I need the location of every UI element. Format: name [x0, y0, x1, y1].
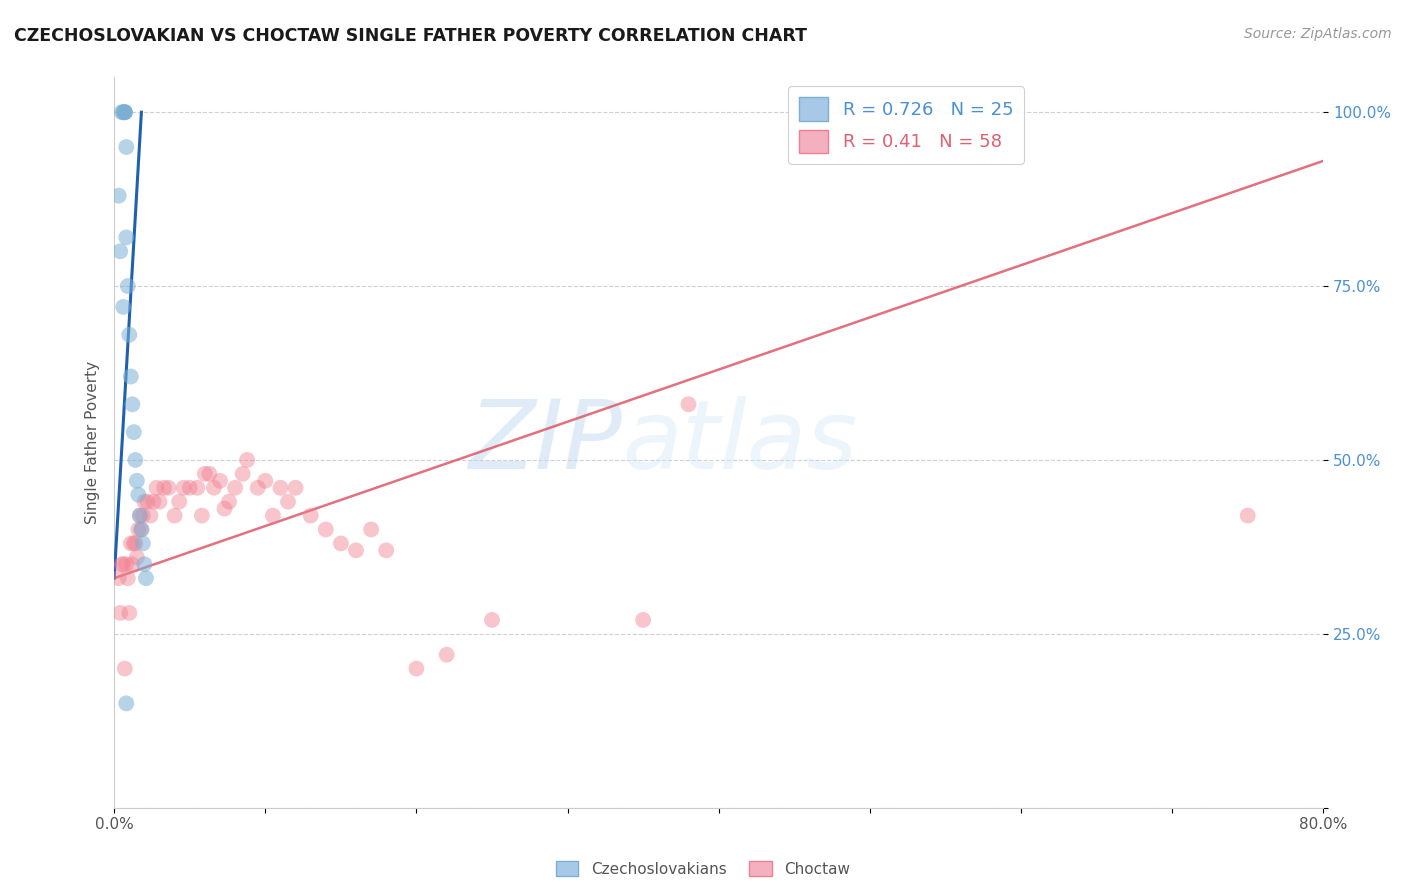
Point [145, 481, 167, 495]
Point [114, 105, 136, 120]
Point [214, 501, 236, 516]
Point [218, 494, 240, 508]
Text: Source: ZipAtlas.com: Source: ZipAtlas.com [1244, 27, 1392, 41]
Point [315, 523, 337, 537]
Point [127, 523, 149, 537]
Point [262, 508, 284, 523]
Point [254, 474, 277, 488]
Point [136, 494, 159, 508]
Point [191, 508, 214, 523]
Point [139, 508, 162, 523]
Point [375, 543, 398, 558]
Legend: Czechoslovakians, Choctaw: Czechoslovakians, Choctaw [548, 853, 858, 884]
Point [111, 558, 134, 572]
Point [299, 508, 322, 523]
Text: CZECHOSLOVAKIAN VS CHOCTAW SINGLE FATHER POVERTY CORRELATION CHART: CZECHOSLOVAKIAN VS CHOCTAW SINGLE FATHER… [14, 27, 807, 45]
Point [186, 481, 208, 495]
Point [112, 558, 135, 572]
Point [678, 397, 700, 411]
Point [134, 494, 156, 508]
Point [277, 494, 299, 508]
Point [269, 481, 291, 495]
Point [236, 453, 259, 467]
Point [110, 606, 132, 620]
Point [125, 550, 148, 565]
Point [194, 467, 217, 481]
Point [163, 508, 186, 523]
Point [224, 481, 246, 495]
Point [120, 369, 142, 384]
Point [1236, 508, 1258, 523]
Point [114, 105, 136, 120]
Point [124, 453, 146, 467]
Point [344, 543, 367, 558]
Point [179, 481, 201, 495]
Point [436, 648, 458, 662]
Point [107, 188, 129, 202]
Point [167, 494, 190, 508]
Point [481, 613, 503, 627]
Point [110, 244, 132, 259]
Point [246, 481, 269, 495]
Point [142, 494, 165, 508]
Point [128, 508, 150, 523]
Point [135, 571, 157, 585]
Point [148, 494, 170, 508]
Point [173, 481, 195, 495]
Point [329, 536, 352, 550]
Point [208, 474, 231, 488]
Point [118, 606, 141, 620]
Point [232, 467, 254, 481]
Point [132, 508, 155, 523]
Point [360, 523, 382, 537]
Point [284, 481, 307, 495]
Point [114, 105, 136, 120]
Point [115, 697, 138, 711]
Point [202, 481, 225, 495]
Point [127, 488, 149, 502]
Point [125, 474, 148, 488]
Point [115, 230, 138, 244]
Point [115, 140, 138, 154]
Point [114, 662, 136, 676]
Point [124, 536, 146, 550]
Point [117, 279, 139, 293]
Point [115, 558, 138, 572]
Point [118, 327, 141, 342]
Point [405, 662, 427, 676]
Point [157, 481, 180, 495]
Point [132, 536, 155, 550]
Point [120, 536, 142, 550]
Point [128, 508, 150, 523]
Point [121, 558, 143, 572]
Point [114, 105, 136, 120]
Point [112, 300, 135, 314]
Point [121, 397, 143, 411]
Point [122, 536, 145, 550]
Point [111, 105, 134, 120]
Point [631, 613, 654, 627]
Legend: R = 0.726   N = 25, R = 0.41   N = 58: R = 0.726 N = 25, R = 0.41 N = 58 [789, 87, 1024, 163]
Point [117, 571, 139, 585]
Text: atlas: atlas [621, 396, 858, 489]
Point [198, 467, 221, 481]
Point [112, 105, 135, 120]
Point [153, 481, 176, 495]
Point [131, 523, 153, 537]
Point [107, 571, 129, 585]
Point [134, 558, 156, 572]
Text: ZIP: ZIP [468, 396, 621, 489]
Point [122, 425, 145, 439]
Y-axis label: Single Father Poverty: Single Father Poverty [86, 361, 100, 524]
Point [131, 523, 153, 537]
